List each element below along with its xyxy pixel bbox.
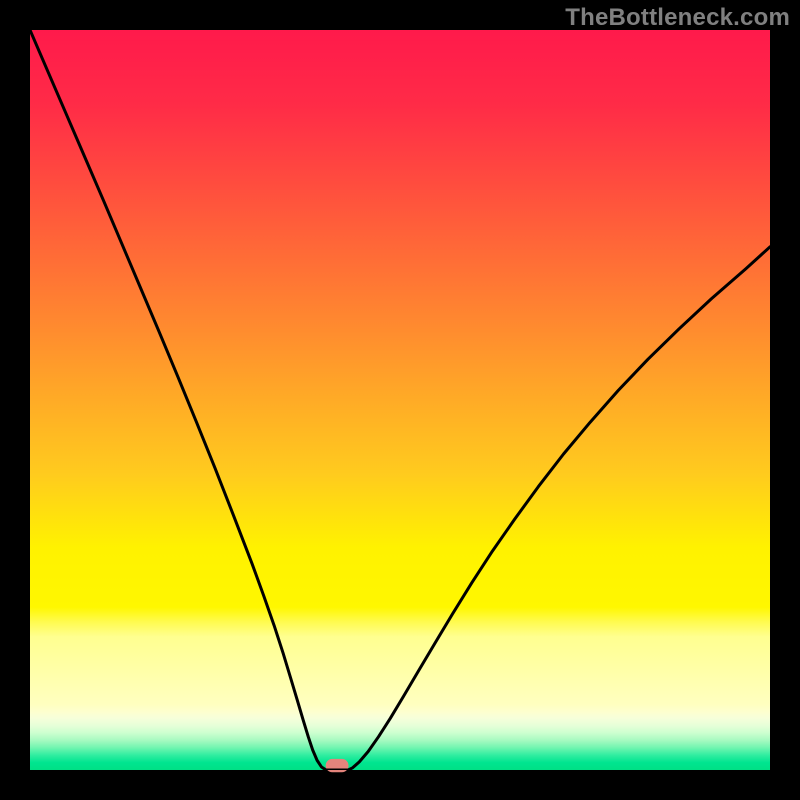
gradient-background [30,30,770,770]
minimum-marker [326,759,349,772]
watermark-text: TheBottleneck.com [565,4,790,32]
chart-frame: TheBottleneck.com [0,0,800,800]
bottleneck-chart [0,0,800,800]
